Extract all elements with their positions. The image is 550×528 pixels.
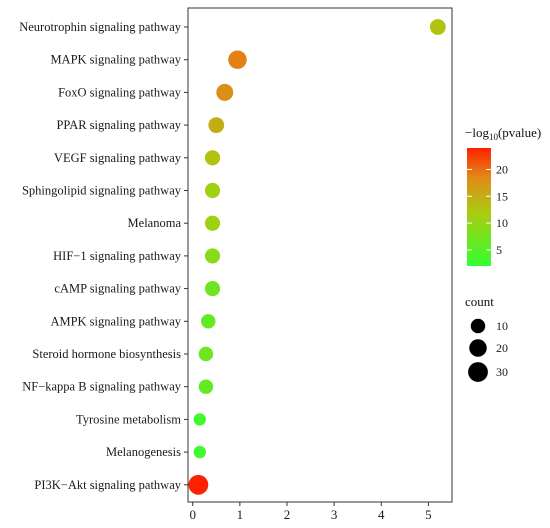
y-tick-label: cAMP signaling pathway bbox=[54, 282, 181, 296]
color-bar-tick-label: 10 bbox=[496, 216, 508, 230]
y-tick-label: PI3K−Akt signaling pathway bbox=[34, 478, 181, 492]
data-point bbox=[204, 281, 221, 297]
data-point bbox=[228, 50, 247, 69]
y-tick-label: MAPK signaling pathway bbox=[50, 53, 181, 67]
data-point bbox=[216, 83, 234, 101]
x-tick-label: 0 bbox=[189, 507, 196, 522]
y-tick-label: Melanogenesis bbox=[106, 445, 181, 459]
color-bar-tick-label: 15 bbox=[496, 189, 508, 203]
y-tick-label: VEGF signaling pathway bbox=[54, 151, 182, 165]
y-tick-label: HIF−1 signaling pathway bbox=[53, 249, 182, 263]
size-legend: count 10 20 30 bbox=[465, 294, 508, 382]
data-point bbox=[201, 314, 216, 329]
y-axis: Neurotrophin signaling pathway MAPK signa… bbox=[19, 20, 188, 492]
x-tick-label: 4 bbox=[378, 507, 385, 522]
data-point bbox=[198, 379, 214, 394]
data-point bbox=[193, 445, 206, 459]
y-tick-label: Neurotrophin signaling pathway bbox=[19, 20, 182, 34]
x-tick-label: 1 bbox=[237, 507, 244, 522]
x-tick-label: 3 bbox=[331, 507, 338, 522]
x-tick-label: 2 bbox=[284, 507, 291, 522]
y-tick-label: Steroid hormone biosynthesis bbox=[32, 347, 181, 361]
size-legend-dot bbox=[470, 318, 486, 334]
data-point bbox=[204, 215, 221, 231]
y-tick-label: Tyrosine metabolism bbox=[76, 412, 181, 426]
color-bar-tick-label: 5 bbox=[496, 243, 502, 257]
plot-panel bbox=[187, 7, 453, 503]
data-point bbox=[198, 346, 214, 362]
x-axis: 0 1 2 3 4 5 bbox=[189, 502, 432, 522]
color-bar bbox=[467, 148, 491, 266]
data-point bbox=[204, 150, 221, 166]
data-point bbox=[188, 474, 209, 495]
y-tick-label: Melanoma bbox=[128, 216, 182, 230]
size-legend-label: 20 bbox=[496, 341, 508, 355]
color-legend: −log10(pvalue) 5 10 15 20 bbox=[465, 125, 541, 266]
y-tick-label: NF−kappa B signaling pathway bbox=[22, 380, 182, 394]
data-points bbox=[188, 19, 446, 495]
data-point bbox=[204, 248, 221, 264]
size-legend-label: 30 bbox=[496, 365, 508, 379]
x-tick-label: 5 bbox=[425, 507, 432, 522]
data-point bbox=[193, 413, 206, 426]
y-tick-label: AMPK signaling pathway bbox=[50, 314, 181, 328]
color-bar-tick-label: 20 bbox=[496, 162, 508, 176]
data-point bbox=[429, 19, 446, 35]
size-legend-dot bbox=[468, 362, 488, 382]
data-point bbox=[208, 117, 225, 134]
color-legend-title: −log10(pvalue) bbox=[465, 125, 541, 142]
size-legend-label: 10 bbox=[496, 319, 508, 333]
data-point bbox=[204, 182, 221, 199]
y-tick-label: Sphingolipid signaling pathway bbox=[22, 184, 182, 198]
y-tick-label: PPAR signaling pathway bbox=[56, 118, 181, 132]
size-legend-title: count bbox=[465, 294, 494, 309]
size-legend-dot bbox=[469, 339, 487, 357]
y-tick-label: FoxO signaling pathway bbox=[58, 85, 182, 99]
